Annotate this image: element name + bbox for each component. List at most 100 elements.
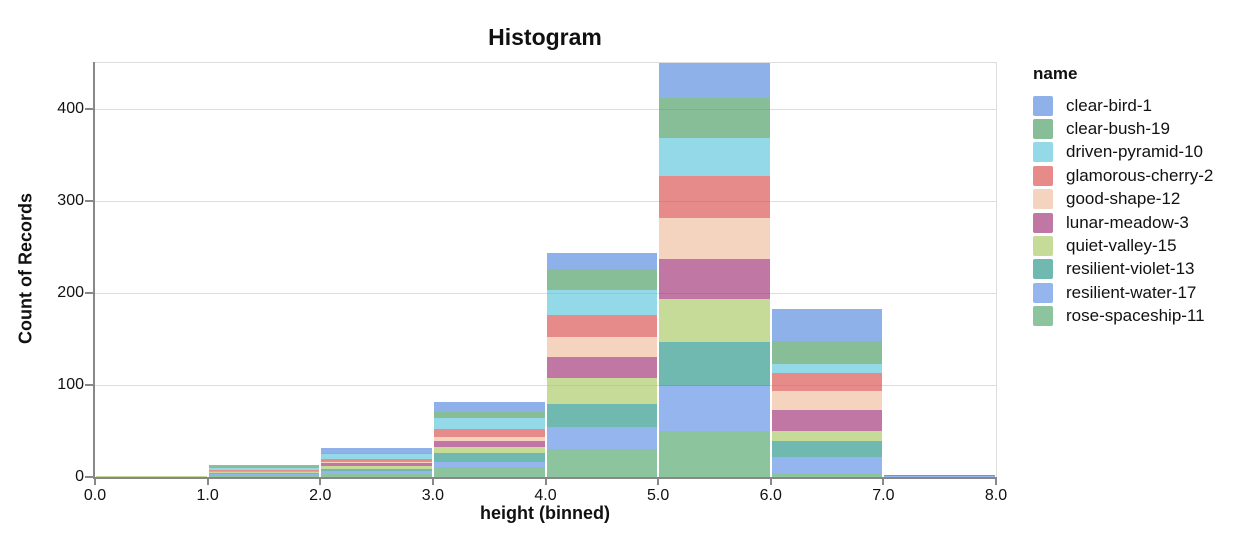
bar-segment-quiet-valley-15[interactable] [659, 299, 770, 342]
bar-segment-rose-spaceship-11[interactable] [659, 431, 770, 477]
bar-segment-good-shape-12[interactable] [771, 390, 883, 410]
y-tick-label: 100 [57, 376, 84, 393]
bar-segment-glamorous-cherry-2[interactable] [771, 373, 883, 391]
legend-items: clear-bird-1 clear-bush-19 driven-pyramid-… [1033, 94, 1213, 328]
bar-segment-driven-pyramid-10[interactable] [546, 290, 658, 316]
legend-item[interactable]: quiet-valley-15 [1033, 234, 1213, 257]
chart-title: Histogram [488, 24, 602, 50]
bar-segment-rose-spaceship-11[interactable] [433, 466, 545, 477]
bar-segment-clear-bird-1[interactable] [321, 448, 432, 454]
bar-segment-rose-spaceship-11[interactable] [321, 474, 432, 477]
bar-segment-resilient-violet-13[interactable] [659, 341, 770, 386]
x-tick-label: 0.0 [83, 487, 107, 504]
legend-swatch [1033, 142, 1053, 163]
bar-segment-resilient-water-17[interactable] [546, 427, 658, 450]
x-tick-label: 1.0 [196, 487, 219, 504]
bar-segment-glamorous-cherry-2[interactable] [433, 429, 545, 438]
legend-item[interactable]: good-shape-12 [1033, 188, 1213, 211]
bar-segment-driven-pyramid-10[interactable] [659, 137, 770, 177]
bar-segment-quiet-valley-15[interactable] [96, 476, 207, 477]
bar-segment-rose-spaceship-11[interactable] [208, 475, 320, 477]
bar-segment-good-shape-12[interactable] [546, 337, 658, 358]
bar-segment-lunar-meadow-3[interactable] [208, 471, 320, 473]
bar-segment-lunar-meadow-3[interactable] [659, 258, 770, 300]
legend-item[interactable]: driven-pyramid-10 [1033, 141, 1213, 164]
bar-segment-rose-spaceship-11[interactable] [771, 473, 883, 477]
bar-segment-lunar-meadow-3[interactable] [321, 463, 432, 466]
legend-swatch [1033, 119, 1053, 140]
bar-segment-good-shape-12[interactable] [208, 470, 320, 472]
x-axis-title: height (binned) [480, 503, 610, 523]
bar-segment-resilient-violet-13[interactable] [546, 404, 658, 428]
bar-segment-clear-bush-19[interactable] [771, 340, 883, 364]
bar-segment-driven-pyramid-10[interactable] [771, 363, 883, 374]
bar-segment-driven-pyramid-10[interactable] [433, 418, 545, 430]
bar-segment-quiet-valley-15[interactable] [208, 472, 320, 474]
x-tick-label: 2.0 [309, 487, 332, 504]
bar-segment-glamorous-cherry-2[interactable] [321, 458, 432, 463]
bar-segment-good-shape-12[interactable] [433, 437, 545, 442]
y-axis-domain-line [93, 62, 95, 479]
bar-segment-glamorous-cherry-2[interactable] [546, 315, 658, 338]
x-tick-mark [206, 479, 209, 485]
x-tick-label: 8.0 [984, 487, 1008, 504]
y-gridline [95, 292, 996, 294]
bar-segment-driven-pyramid-10[interactable] [321, 454, 432, 459]
bar-segment-resilient-water-17[interactable] [771, 456, 883, 474]
bar-segment-resilient-violet-13[interactable] [208, 473, 320, 475]
bar-segment-clear-bush-19[interactable] [546, 269, 658, 291]
bar-segment-clear-bird-1[interactable] [659, 63, 770, 98]
bar-segment-clear-bird-1[interactable] [208, 465, 320, 466]
bar-segment-lunar-meadow-3[interactable] [771, 409, 883, 431]
legend-swatch [1033, 236, 1053, 257]
plot-border-top [95, 62, 996, 63]
bar-segment-clear-bird-1[interactable] [433, 401, 545, 412]
legend-item[interactable]: glamorous-cherry-2 [1033, 164, 1213, 187]
bar-segment-lunar-meadow-3[interactable] [433, 441, 545, 447]
bar-segment-good-shape-12[interactable] [659, 217, 770, 259]
legend-swatch [1033, 259, 1053, 280]
bar-segment-lunar-meadow-3[interactable] [546, 357, 658, 378]
legend-item[interactable]: resilient-water-17 [1033, 281, 1213, 304]
bar-segment-clear-bush-19[interactable] [659, 97, 770, 138]
x-tick-label: 7.0 [872, 487, 895, 504]
bar-segment-quiet-valley-15[interactable] [546, 377, 658, 405]
bar-segment-clear-bird-1[interactable] [546, 253, 658, 270]
legend-item-label: resilient-water-17 [1066, 282, 1197, 302]
bar-segment-clear-bush-19[interactable] [321, 453, 432, 454]
bar-segment-quiet-valley-15[interactable] [321, 465, 432, 469]
bar-segment-clear-bush-19[interactable] [433, 411, 545, 419]
bar-segment-resilient-violet-13[interactable] [771, 441, 883, 457]
bar-segment-glamorous-cherry-2[interactable] [208, 469, 320, 471]
bar-segment-resilient-water-17[interactable] [659, 385, 770, 431]
y-tick-mark [85, 476, 93, 478]
bar-segment-glamorous-cherry-2[interactable] [659, 176, 770, 218]
x-tick-mark [431, 479, 434, 485]
y-tick-mark [85, 384, 93, 386]
legend-item[interactable]: lunar-meadow-3 [1033, 211, 1213, 234]
legend-swatch [1033, 282, 1053, 303]
y-axis-title: Count of Records [15, 193, 36, 344]
x-tick-label: 4.0 [534, 487, 557, 504]
bar-segment-resilient-water-17[interactable] [321, 471, 432, 475]
bar-segment-resilient-violet-13[interactable] [433, 453, 545, 463]
legend-item[interactable]: clear-bird-1 [1033, 94, 1213, 117]
bar-segment-driven-pyramid-10[interactable] [208, 467, 320, 470]
bar-segment-resilient-water-17[interactable] [433, 462, 545, 467]
legend-item[interactable]: resilient-violet-13 [1033, 258, 1213, 281]
bar-segment-quiet-valley-15[interactable] [771, 431, 883, 442]
bar-segment-quiet-valley-15[interactable] [433, 446, 545, 454]
legend-item-label: good-shape-12 [1066, 189, 1181, 209]
legend-item[interactable]: clear-bush-19 [1033, 117, 1213, 140]
x-tick-mark [94, 479, 96, 485]
bar-segment-clear-bush-19[interactable] [208, 465, 320, 468]
bar-segment-good-shape-12[interactable] [321, 462, 432, 464]
bar-segment-resilient-water-17[interactable] [884, 476, 995, 477]
bar-segment-rose-spaceship-11[interactable] [546, 449, 658, 477]
bar-segment-resilient-water-17[interactable] [208, 474, 320, 476]
legend-item[interactable]: rose-spaceship-11 [1033, 305, 1213, 328]
bar-segment-lunar-meadow-3[interactable] [884, 475, 995, 477]
bar-segment-resilient-violet-13[interactable] [321, 468, 432, 472]
bar-segment-clear-bird-1[interactable] [771, 308, 883, 341]
